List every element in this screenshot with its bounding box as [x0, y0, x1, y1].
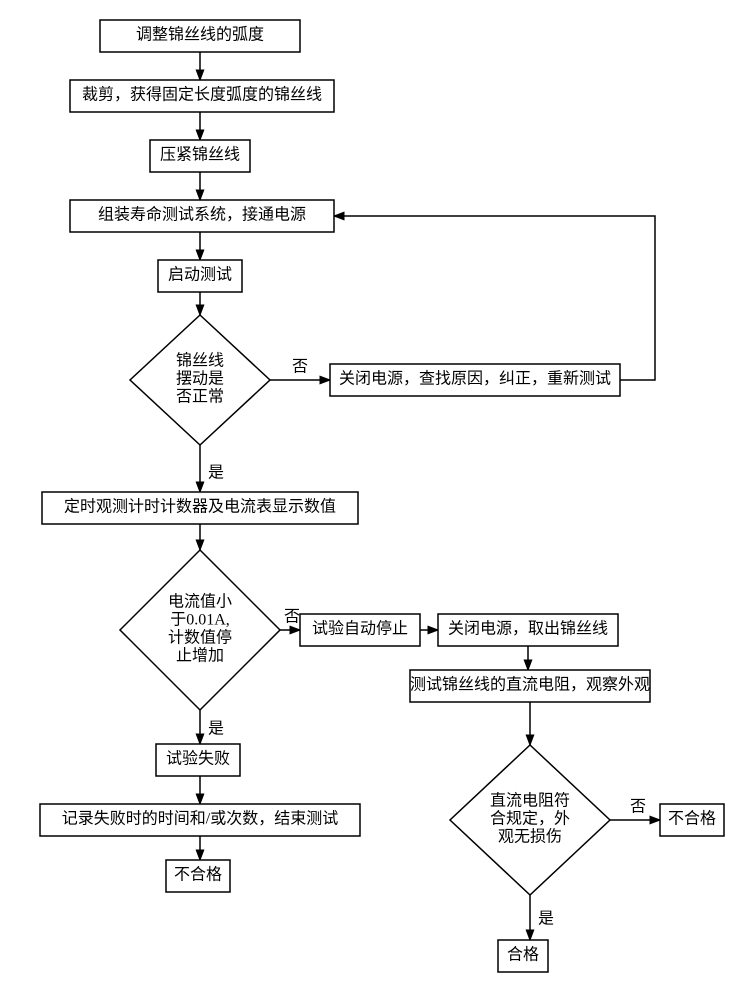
node-label: 止增加 [176, 647, 224, 665]
node-label: 锦丝线 [176, 352, 224, 370]
node-label: 裁剪，获得固定长度弧度的锦丝线 [82, 86, 322, 104]
process-node: 启动测试 [158, 260, 242, 292]
node-label: 计数值停 [168, 629, 232, 647]
decision-node: 电流值小于0.01A,计数值停止增加 [120, 550, 280, 710]
node-label: 观无损伤 [498, 828, 562, 846]
node-label: 试验失败 [166, 750, 230, 768]
process-node: 试验失败 [156, 744, 240, 776]
process-node: 关闭电源，查找原因，纠正，重新测试 [330, 364, 620, 396]
node-label: 摆动是 [176, 370, 224, 388]
edge-label: 否 [292, 359, 308, 376]
node-label: 于0.01A, [170, 612, 230, 629]
process-node: 试验自动停止 [300, 614, 420, 646]
process-node: 压紧锦丝线 [150, 140, 250, 172]
decision-node: 锦丝线摆动是否正常 [130, 315, 270, 445]
process-node: 不合格 [166, 860, 230, 892]
process-node: 调整锦丝线的弧度 [100, 20, 300, 52]
edge-label: 是 [208, 465, 224, 482]
node-label: 否正常 [176, 388, 224, 406]
process-node: 组装寿命测试系统，接通电源 [70, 200, 334, 232]
edge-label: 是 [208, 721, 224, 738]
node-label: 直流电阻符 [490, 792, 570, 810]
process-node: 合格 [498, 940, 548, 972]
process-node: 测试锦丝线的直流电阻，观察外观 [410, 670, 650, 702]
node-label: 电流值小 [168, 593, 232, 611]
node-label: 不合格 [174, 866, 222, 884]
node-label: 记录失败时的时间和/或次数，结束测试 [62, 810, 338, 828]
edge-label: 否 [630, 799, 646, 816]
node-label: 关闭电源，查找原因，纠正，重新测试 [339, 370, 611, 388]
node-label: 合规定，外 [490, 810, 570, 828]
flow-edge [334, 216, 655, 380]
node-label: 合格 [507, 946, 539, 964]
process-node: 记录失败时的时间和/或次数，结束测试 [40, 804, 360, 836]
process-node: 裁剪，获得固定长度弧度的锦丝线 [70, 80, 334, 112]
node-label: 测试锦丝线的直流电阻，观察外观 [410, 676, 650, 694]
process-node: 关闭电源，取出锦丝线 [438, 614, 618, 646]
process-node: 定时观测计时计数器及电流表显示数值 [42, 492, 358, 524]
node-label: 不合格 [668, 810, 716, 828]
node-label: 压紧锦丝线 [160, 146, 240, 164]
node-label: 关闭电源，取出锦丝线 [448, 620, 608, 638]
decision-node: 直流电阻符合规定，外观无损伤 [450, 745, 610, 895]
node-label: 调整锦丝线的弧度 [136, 26, 264, 44]
edge-label: 否 [284, 609, 300, 626]
process-node: 不合格 [660, 804, 724, 836]
node-label: 定时观测计时计数器及电流表显示数值 [64, 498, 336, 516]
edge-label: 是 [538, 911, 554, 928]
node-label: 启动测试 [168, 266, 232, 284]
flowchart: 否是否是否是调整锦丝线的弧度裁剪，获得固定长度弧度的锦丝线压紧锦丝线组装寿命测试… [0, 0, 745, 1000]
node-label: 组装寿命测试系统，接通电源 [98, 206, 306, 224]
node-label: 试验自动停止 [312, 620, 408, 638]
